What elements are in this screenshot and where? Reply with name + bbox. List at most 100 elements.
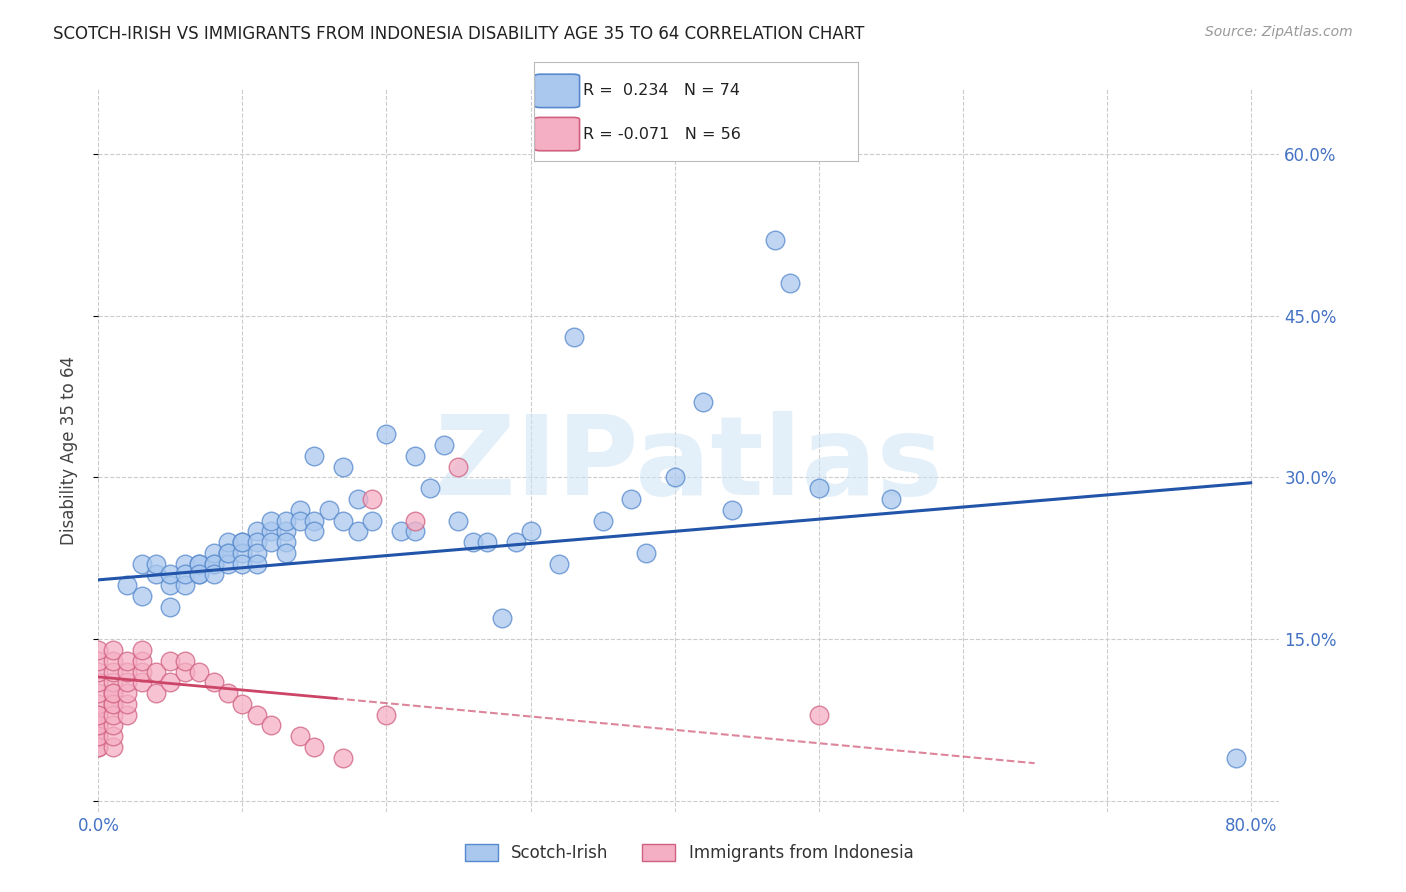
Point — [87, 686, 110, 700]
Point — [288, 514, 311, 528]
Point — [145, 665, 167, 679]
Point — [87, 718, 110, 732]
Point — [173, 557, 195, 571]
Point — [664, 470, 686, 484]
Point — [101, 686, 124, 700]
Point — [131, 589, 153, 603]
Point — [159, 578, 181, 592]
Point — [361, 491, 384, 506]
Point — [188, 665, 211, 679]
Point — [159, 599, 181, 614]
Point — [217, 686, 239, 700]
Point — [131, 654, 153, 668]
Point — [318, 502, 340, 516]
Point — [404, 524, 426, 539]
Point — [87, 729, 110, 743]
Point — [231, 535, 253, 549]
Point — [159, 567, 181, 582]
Point — [879, 491, 901, 506]
Point — [101, 697, 124, 711]
Text: SCOTCH-IRISH VS IMMIGRANTS FROM INDONESIA DISABILITY AGE 35 TO 64 CORRELATION CH: SCOTCH-IRISH VS IMMIGRANTS FROM INDONESI… — [53, 25, 865, 43]
Point — [807, 481, 830, 495]
Point — [115, 665, 138, 679]
Point — [332, 459, 354, 474]
Point — [202, 567, 225, 582]
Point — [562, 330, 585, 344]
Point — [159, 675, 181, 690]
Point — [173, 654, 195, 668]
Point — [807, 707, 830, 722]
Point — [87, 643, 110, 657]
Point — [115, 578, 138, 592]
Point — [231, 546, 253, 560]
Point — [101, 643, 124, 657]
Point — [447, 459, 470, 474]
Point — [375, 707, 398, 722]
Text: Source: ZipAtlas.com: Source: ZipAtlas.com — [1205, 25, 1353, 39]
Point — [404, 449, 426, 463]
Point — [231, 697, 253, 711]
Point — [246, 546, 269, 560]
Point — [173, 665, 195, 679]
Point — [389, 524, 412, 539]
Point — [692, 395, 714, 409]
Point — [1225, 751, 1247, 765]
Point — [145, 557, 167, 571]
Point — [721, 502, 744, 516]
Point — [131, 557, 153, 571]
Point — [159, 654, 181, 668]
Point — [288, 502, 311, 516]
Point — [188, 567, 211, 582]
Point — [87, 739, 110, 754]
Point — [260, 524, 283, 539]
Point — [131, 675, 153, 690]
Point — [304, 514, 326, 528]
Point — [779, 277, 801, 291]
Point — [131, 665, 153, 679]
Point — [763, 233, 786, 247]
Point — [188, 557, 211, 571]
Point — [115, 675, 138, 690]
Legend: Scotch-Irish, Immigrants from Indonesia: Scotch-Irish, Immigrants from Indonesia — [458, 837, 920, 869]
Point — [145, 686, 167, 700]
Text: ZIPatlas: ZIPatlas — [434, 411, 943, 518]
Point — [260, 535, 283, 549]
Point — [101, 665, 124, 679]
Point — [87, 718, 110, 732]
Point — [188, 567, 211, 582]
Text: R = -0.071   N = 56: R = -0.071 N = 56 — [582, 127, 741, 142]
Point — [620, 491, 643, 506]
Point — [246, 557, 269, 571]
Point — [634, 546, 657, 560]
Point — [87, 707, 110, 722]
Point — [304, 739, 326, 754]
Point — [101, 739, 124, 754]
Point — [101, 718, 124, 732]
Text: R =  0.234   N = 74: R = 0.234 N = 74 — [582, 83, 740, 98]
Point — [246, 524, 269, 539]
Point — [217, 557, 239, 571]
Point — [131, 643, 153, 657]
Point — [101, 729, 124, 743]
Point — [202, 557, 225, 571]
Point — [87, 707, 110, 722]
Point — [447, 514, 470, 528]
Point — [274, 514, 297, 528]
Point — [404, 514, 426, 528]
Point — [145, 567, 167, 582]
Point — [433, 438, 456, 452]
Point — [188, 557, 211, 571]
Point — [332, 514, 354, 528]
Point — [217, 546, 239, 560]
Point — [274, 524, 297, 539]
Point — [288, 729, 311, 743]
Point — [519, 524, 541, 539]
Point — [217, 546, 239, 560]
Point — [87, 675, 110, 690]
Point — [101, 675, 124, 690]
Point — [231, 535, 253, 549]
Point — [477, 535, 499, 549]
Point — [173, 578, 195, 592]
Point — [246, 707, 269, 722]
Point — [332, 751, 354, 765]
